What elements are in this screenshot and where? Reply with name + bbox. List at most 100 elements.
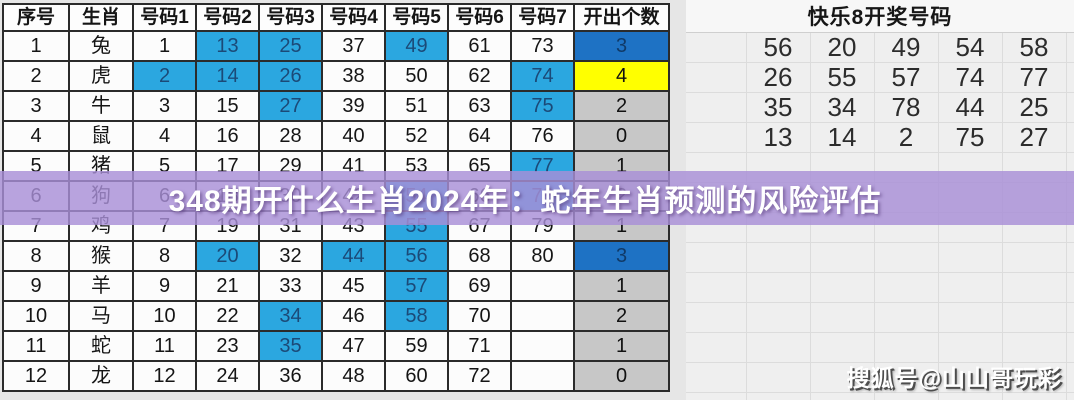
cell-number: 64 [447, 120, 512, 152]
cell-count: 2 [573, 90, 670, 122]
cell-number: 48 [321, 360, 386, 392]
lottery-number: 78 [891, 91, 921, 122]
cell-number: 68 [447, 240, 512, 272]
kuaile8-header-band: 快乐8开奖号码 [686, 0, 1074, 33]
headline-text: 348期开什么生肖2024年：蛇年生肖预测的风险评估 [168, 185, 882, 218]
lottery-number: 20 [827, 31, 857, 62]
table-header-row: 序号 生肖 号码1 号码2 号码3 号码4 号码5 号码6 号码7 开出个数 [2, 3, 670, 32]
cell-number: 47 [321, 330, 386, 362]
column-header: 号码4 [321, 3, 386, 32]
lottery-number: 44 [955, 91, 985, 122]
cell-zodiac: 猴 [68, 240, 134, 272]
cell-number: 70 [447, 300, 512, 332]
column-header: 号码3 [258, 3, 323, 32]
cell-index: 12 [2, 360, 70, 392]
cell-number: 32 [258, 240, 323, 272]
cell-number: 51 [384, 90, 449, 122]
cell-number: 27 [258, 90, 323, 122]
cell-number: 72 [447, 360, 512, 392]
cell-number: 46 [321, 300, 386, 332]
column-header: 号码7 [510, 3, 575, 32]
cell-index: 8 [2, 240, 70, 272]
lottery-number: 55 [827, 61, 857, 92]
cell-number: 52 [384, 120, 449, 152]
cell-number [510, 270, 575, 302]
cell-index: 10 [2, 300, 70, 332]
table-row: 12 龙 12 24 36 48 60 72 0 [2, 360, 670, 392]
cell-index: 9 [2, 270, 70, 302]
cell-number: 39 [321, 90, 386, 122]
kuaile8-title: 快乐8开奖号码 [807, 6, 953, 29]
cell-number: 60 [384, 360, 449, 392]
cell-number: 63 [447, 90, 512, 122]
table-row: 3 牛 3 15 27 39 51 63 75 2 [2, 90, 670, 122]
cell-number: 36 [258, 360, 323, 392]
cell-zodiac: 羊 [68, 270, 134, 302]
lottery-number: 14 [827, 121, 857, 152]
cell-number: 8 [132, 240, 197, 272]
cell-number: 62 [447, 60, 512, 92]
headline-banner: 348期开什么生肖2024年：蛇年生肖预测的风险评估 [0, 171, 1074, 225]
cell-number: 61 [447, 30, 512, 62]
cell-number: 56 [384, 240, 449, 272]
lottery-number: 13 [763, 121, 793, 152]
cell-number: 13 [195, 30, 260, 62]
cell-count: 0 [573, 120, 670, 152]
cell-number: 24 [195, 360, 260, 392]
cell-number: 21 [195, 270, 260, 302]
cell-index: 1 [2, 30, 70, 62]
cell-index: 2 [2, 60, 70, 92]
cell-zodiac: 马 [68, 300, 134, 332]
lottery-number: 25 [1019, 91, 1049, 122]
lottery-number: 77 [1019, 61, 1049, 92]
cell-number: 33 [258, 270, 323, 302]
cell-number: 3 [132, 90, 197, 122]
column-header: 号码5 [384, 3, 449, 32]
cell-number: 12 [132, 360, 197, 392]
cell-count: 3 [573, 30, 670, 62]
cell-number: 2 [132, 60, 197, 92]
lottery-number: 58 [1019, 31, 1049, 62]
cell-index: 11 [2, 330, 70, 362]
cell-number: 45 [321, 270, 386, 302]
cell-zodiac: 龙 [68, 360, 134, 392]
cell-number: 26 [258, 60, 323, 92]
lottery-number: 2 [898, 121, 914, 152]
cell-count: 1 [573, 330, 670, 362]
cell-number: 9 [132, 270, 197, 302]
cell-number: 4 [132, 120, 197, 152]
lottery-number: 35 [763, 91, 793, 122]
cell-number: 14 [195, 60, 260, 92]
lottery-number: 26 [763, 61, 793, 92]
cell-number: 80 [510, 240, 575, 272]
table-row: 9 羊 9 21 33 45 57 69 1 [2, 270, 670, 302]
cell-index: 4 [2, 120, 70, 152]
table-row: 1 兔 1 13 25 37 49 61 73 3 [2, 30, 670, 62]
lottery-number: 34 [827, 91, 857, 122]
table-row: 11 蛇 11 23 35 47 59 71 1 [2, 330, 670, 362]
cell-number: 20 [195, 240, 260, 272]
cell-number: 34 [258, 300, 323, 332]
cell-number: 15 [195, 90, 260, 122]
column-header: 开出个数 [573, 3, 670, 32]
cell-number: 11 [132, 330, 197, 362]
cell-zodiac: 兔 [68, 30, 134, 62]
cell-count: 1 [573, 270, 670, 302]
table-row: 2 虎 2 14 26 38 50 62 74 4 [2, 60, 670, 92]
cell-number: 73 [510, 30, 575, 62]
cell-number: 22 [195, 300, 260, 332]
cell-index: 3 [2, 90, 70, 122]
cell-number: 25 [258, 30, 323, 62]
cell-number: 71 [447, 330, 512, 362]
cell-number: 58 [384, 300, 449, 332]
cell-number: 37 [321, 30, 386, 62]
lottery-number: 75 [955, 121, 985, 152]
cell-zodiac: 虎 [68, 60, 134, 92]
cell-count: 4 [573, 60, 670, 92]
cell-zodiac: 鼠 [68, 120, 134, 152]
column-header: 序号 [2, 3, 70, 32]
lottery-number: 27 [1019, 121, 1049, 152]
lottery-number-grid: 56 20 49 54 58 26 55 57 74 77 35 34 78 44 25 13 14 2 75 27 [746, 32, 1066, 152]
cell-number [510, 300, 575, 332]
cell-number: 50 [384, 60, 449, 92]
